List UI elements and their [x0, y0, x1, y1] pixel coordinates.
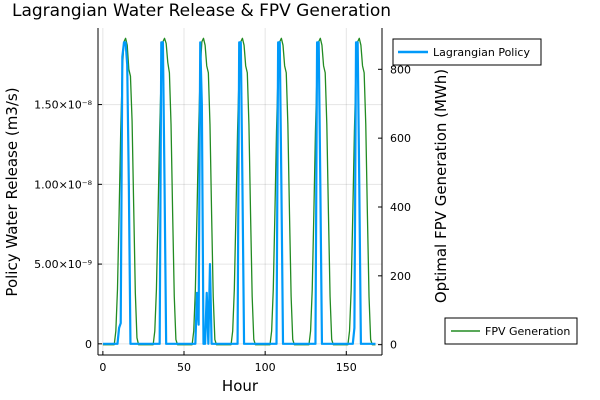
axes: [97, 28, 383, 356]
right-y-tick-label: 800: [390, 63, 411, 76]
left-y-ticks: 0 5.00×10⁻⁹ 1.00×10⁻⁸ 1.50×10⁻⁸: [34, 99, 102, 351]
series-line-fpv-generation: [102, 37, 376, 346]
right-y-tick-label: 400: [390, 201, 411, 214]
legend-label-lagrangian-policy: Lagrangian Policy: [433, 46, 530, 59]
legend-label-fpv-generation: FPV Generation: [485, 325, 570, 338]
x-tick-label: 100: [255, 361, 276, 374]
right-y-tick-label: 600: [390, 132, 411, 145]
right-y-ticks: 0 200 400 600 800: [378, 63, 411, 352]
series-line-lagrangian-policy: [102, 41, 376, 345]
x-ticks: 0 50 100 150: [99, 351, 357, 374]
x-tick-label: 150: [336, 361, 357, 374]
left-y-tick-label: 0: [85, 338, 92, 351]
right-y-tick-label: 200: [390, 270, 411, 283]
legend-lagrangian-policy: Lagrangian Policy: [392, 38, 542, 66]
left-y-tick-label: 5.00×10⁻⁹: [34, 258, 92, 271]
x-axis-label: Hour: [222, 377, 259, 395]
x-tick-label: 0: [99, 361, 106, 374]
x-tick-label: 50: [177, 361, 191, 374]
left-y-tick-label: 1.50×10⁻⁸: [34, 99, 93, 112]
right-y-axis-label: Optimal FPV Generation (MWh): [432, 69, 450, 303]
chart-title: Lagrangian Water Release & FPV Generatio…: [12, 1, 391, 21]
left-y-tick-label: 1.00×10⁻⁸: [34, 178, 93, 191]
legend-fpv-generation: FPV Generation: [444, 317, 578, 345]
left-y-axis-label: Policy Water Release (m3/s): [3, 87, 21, 296]
right-y-tick-label: 0: [390, 339, 397, 352]
series-layer: [102, 37, 376, 346]
